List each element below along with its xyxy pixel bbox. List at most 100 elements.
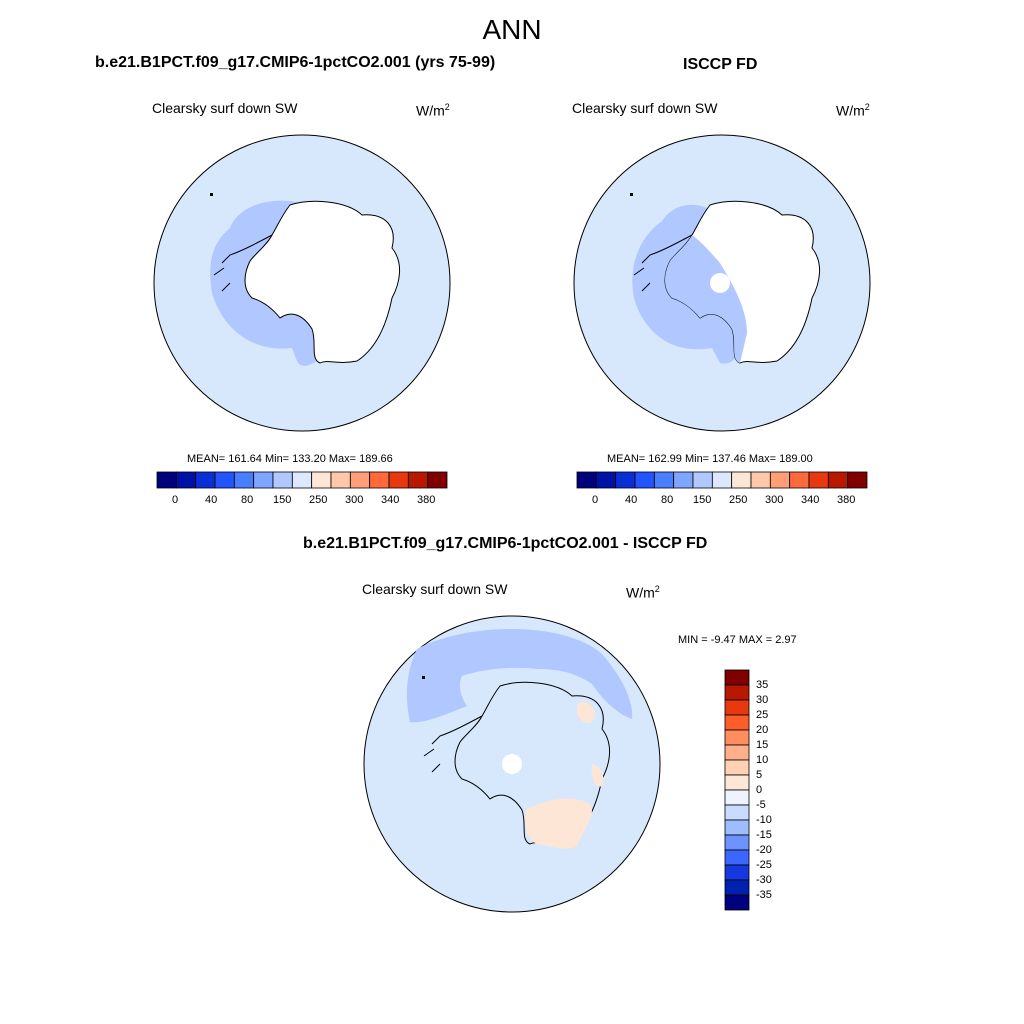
panel-3-tick: -25 xyxy=(756,859,772,871)
colorbar-swatch xyxy=(692,471,713,489)
panel-3-tick: 0 xyxy=(756,784,763,796)
colorbar-swatch xyxy=(808,471,829,489)
colorbar-swatch xyxy=(330,471,351,489)
panel-3-positive-region-east xyxy=(525,798,593,849)
colorbar-swatch xyxy=(175,471,197,489)
panel-2-tick: 80 xyxy=(661,494,674,506)
colorbar-swatch xyxy=(653,471,675,489)
colorbar-swatch xyxy=(724,699,750,716)
panel-3-tick: -15 xyxy=(756,829,772,841)
panel-3-stats: MIN = -9.47 MAX = 2.97 xyxy=(678,634,797,646)
panel-3-colorbar-ticks: 35 30 25 20 15 10 5 0 -5 -10 -15 -20 -25… xyxy=(756,670,796,910)
colorbar-swatch xyxy=(253,471,274,489)
panel-1-tick: 80 xyxy=(241,494,254,506)
panel-1-island-mark xyxy=(210,193,213,196)
colorbar-swatch xyxy=(750,471,771,489)
colorbar-swatch xyxy=(673,471,694,489)
panel-1-units: W/m2 xyxy=(416,102,450,119)
panel-2-tick: 40 xyxy=(625,494,638,506)
colorbar-swatch xyxy=(789,471,810,489)
colorbar-swatch xyxy=(311,471,332,489)
panel-2-colorbar xyxy=(576,471,868,489)
panel-2-peninsula-outline xyxy=(633,234,693,292)
panel-3-colorbar xyxy=(724,669,750,911)
colorbar-swatch xyxy=(724,834,750,851)
colorbar-swatch xyxy=(724,774,750,791)
panel-3-title: b.e21.B1PCT.f09_g17.CMIP6-1pctCO2.001 - … xyxy=(303,535,708,552)
panel-1-polar-map xyxy=(153,134,451,432)
panel-2-tick: 150 xyxy=(693,494,712,506)
panel-3-tick: -20 xyxy=(756,844,772,856)
colorbar-swatch xyxy=(407,471,429,489)
panel-3-positive-region-coast xyxy=(591,764,604,787)
panel-3-tick: -35 xyxy=(756,889,772,901)
panel-3-tick: 15 xyxy=(756,739,769,751)
panel-2-variable-label: Clearsky surf down SW xyxy=(572,100,718,116)
colorbar-swatch xyxy=(724,759,750,776)
colorbar-swatch xyxy=(724,864,750,881)
panel-1-tick: 380 xyxy=(417,494,436,506)
panel-3-tick: 25 xyxy=(756,709,769,721)
colorbar-swatch xyxy=(724,729,750,746)
colorbar-swatch xyxy=(711,471,733,489)
colorbar-swatch xyxy=(595,471,617,489)
colorbar-swatch xyxy=(769,471,791,489)
colorbar-swatch xyxy=(724,714,750,731)
panel-2-island-mark xyxy=(630,193,633,196)
panel-1-colorbar-ticks: 0 40 80 150 250 300 340 380 xyxy=(157,494,447,508)
panel-2-polar-map xyxy=(573,134,871,432)
panel-3-negative-region xyxy=(406,629,633,723)
colorbar-swatch xyxy=(233,471,255,489)
panel-3-tick: -5 xyxy=(756,799,766,811)
colorbar-swatch xyxy=(724,894,750,911)
panel-3-tick: 20 xyxy=(756,724,769,736)
colorbar-swatch xyxy=(724,684,750,701)
panel-1-title: b.e21.B1PCT.f09_g17.CMIP6-1pctCO2.001 (y… xyxy=(95,54,496,71)
colorbar-swatch xyxy=(724,669,750,686)
panel-2-west-antarctica-region xyxy=(665,235,747,363)
panel-1-tick: 0 xyxy=(172,494,179,506)
colorbar-swatch xyxy=(576,471,597,489)
panel-2-tick: 340 xyxy=(801,494,820,506)
panel-2-tick: 0 xyxy=(592,494,599,506)
panel-3-variable-label: Clearsky surf down SW xyxy=(362,581,508,597)
panel-3-island-mark xyxy=(422,676,425,679)
panel-3-tick: 35 xyxy=(756,679,769,691)
panel-3-tick: -10 xyxy=(756,814,772,826)
panel-3-units: W/m2 xyxy=(626,584,660,601)
colorbar-swatch xyxy=(195,471,216,489)
super-title: ANN xyxy=(482,14,542,45)
colorbar-swatch xyxy=(349,471,371,489)
panel-3-tick: 30 xyxy=(756,694,769,706)
panel-2-tick: 380 xyxy=(837,494,856,506)
panel-1-peninsula-outline xyxy=(213,234,273,292)
panel-3-polar-map xyxy=(363,615,661,913)
panel-2-pole-hole xyxy=(710,273,730,293)
panel-2-tick: 300 xyxy=(765,494,784,506)
panel-3-pole-hole xyxy=(502,754,522,774)
panel-1-tick: 150 xyxy=(273,494,292,506)
panel-3-peninsula-outline xyxy=(423,715,483,773)
panel-1-colorbar xyxy=(156,471,448,489)
panel-3-antarctica-outline xyxy=(454,681,610,845)
colorbar-swatch xyxy=(724,849,750,866)
colorbar-swatch xyxy=(847,471,868,489)
colorbar-swatch xyxy=(272,471,293,489)
panel-3-tick: 10 xyxy=(756,754,769,766)
colorbar-swatch xyxy=(827,471,849,489)
panel-1-variable-label: Clearsky surf down SW xyxy=(152,100,298,116)
panel-2-title: ISCCP FD xyxy=(683,56,758,73)
colorbar-swatch xyxy=(634,471,655,489)
colorbar-swatch xyxy=(388,471,409,489)
panel-1-stats: MEAN= 161.64 Min= 133.20 Max= 189.66 xyxy=(187,453,393,465)
panel-1-tick: 40 xyxy=(205,494,218,506)
colorbar-swatch xyxy=(731,471,752,489)
colorbar-swatch xyxy=(427,471,448,489)
colorbar-swatch xyxy=(291,471,313,489)
colorbar-swatch xyxy=(369,471,390,489)
colorbar-swatch xyxy=(724,744,750,761)
panel-2-units: W/m2 xyxy=(836,102,870,119)
panel-2-stats: MEAN= 162.99 Min= 137.46 Max= 189.00 xyxy=(607,453,813,465)
colorbar-swatch xyxy=(615,471,636,489)
colorbar-swatch xyxy=(724,804,750,821)
